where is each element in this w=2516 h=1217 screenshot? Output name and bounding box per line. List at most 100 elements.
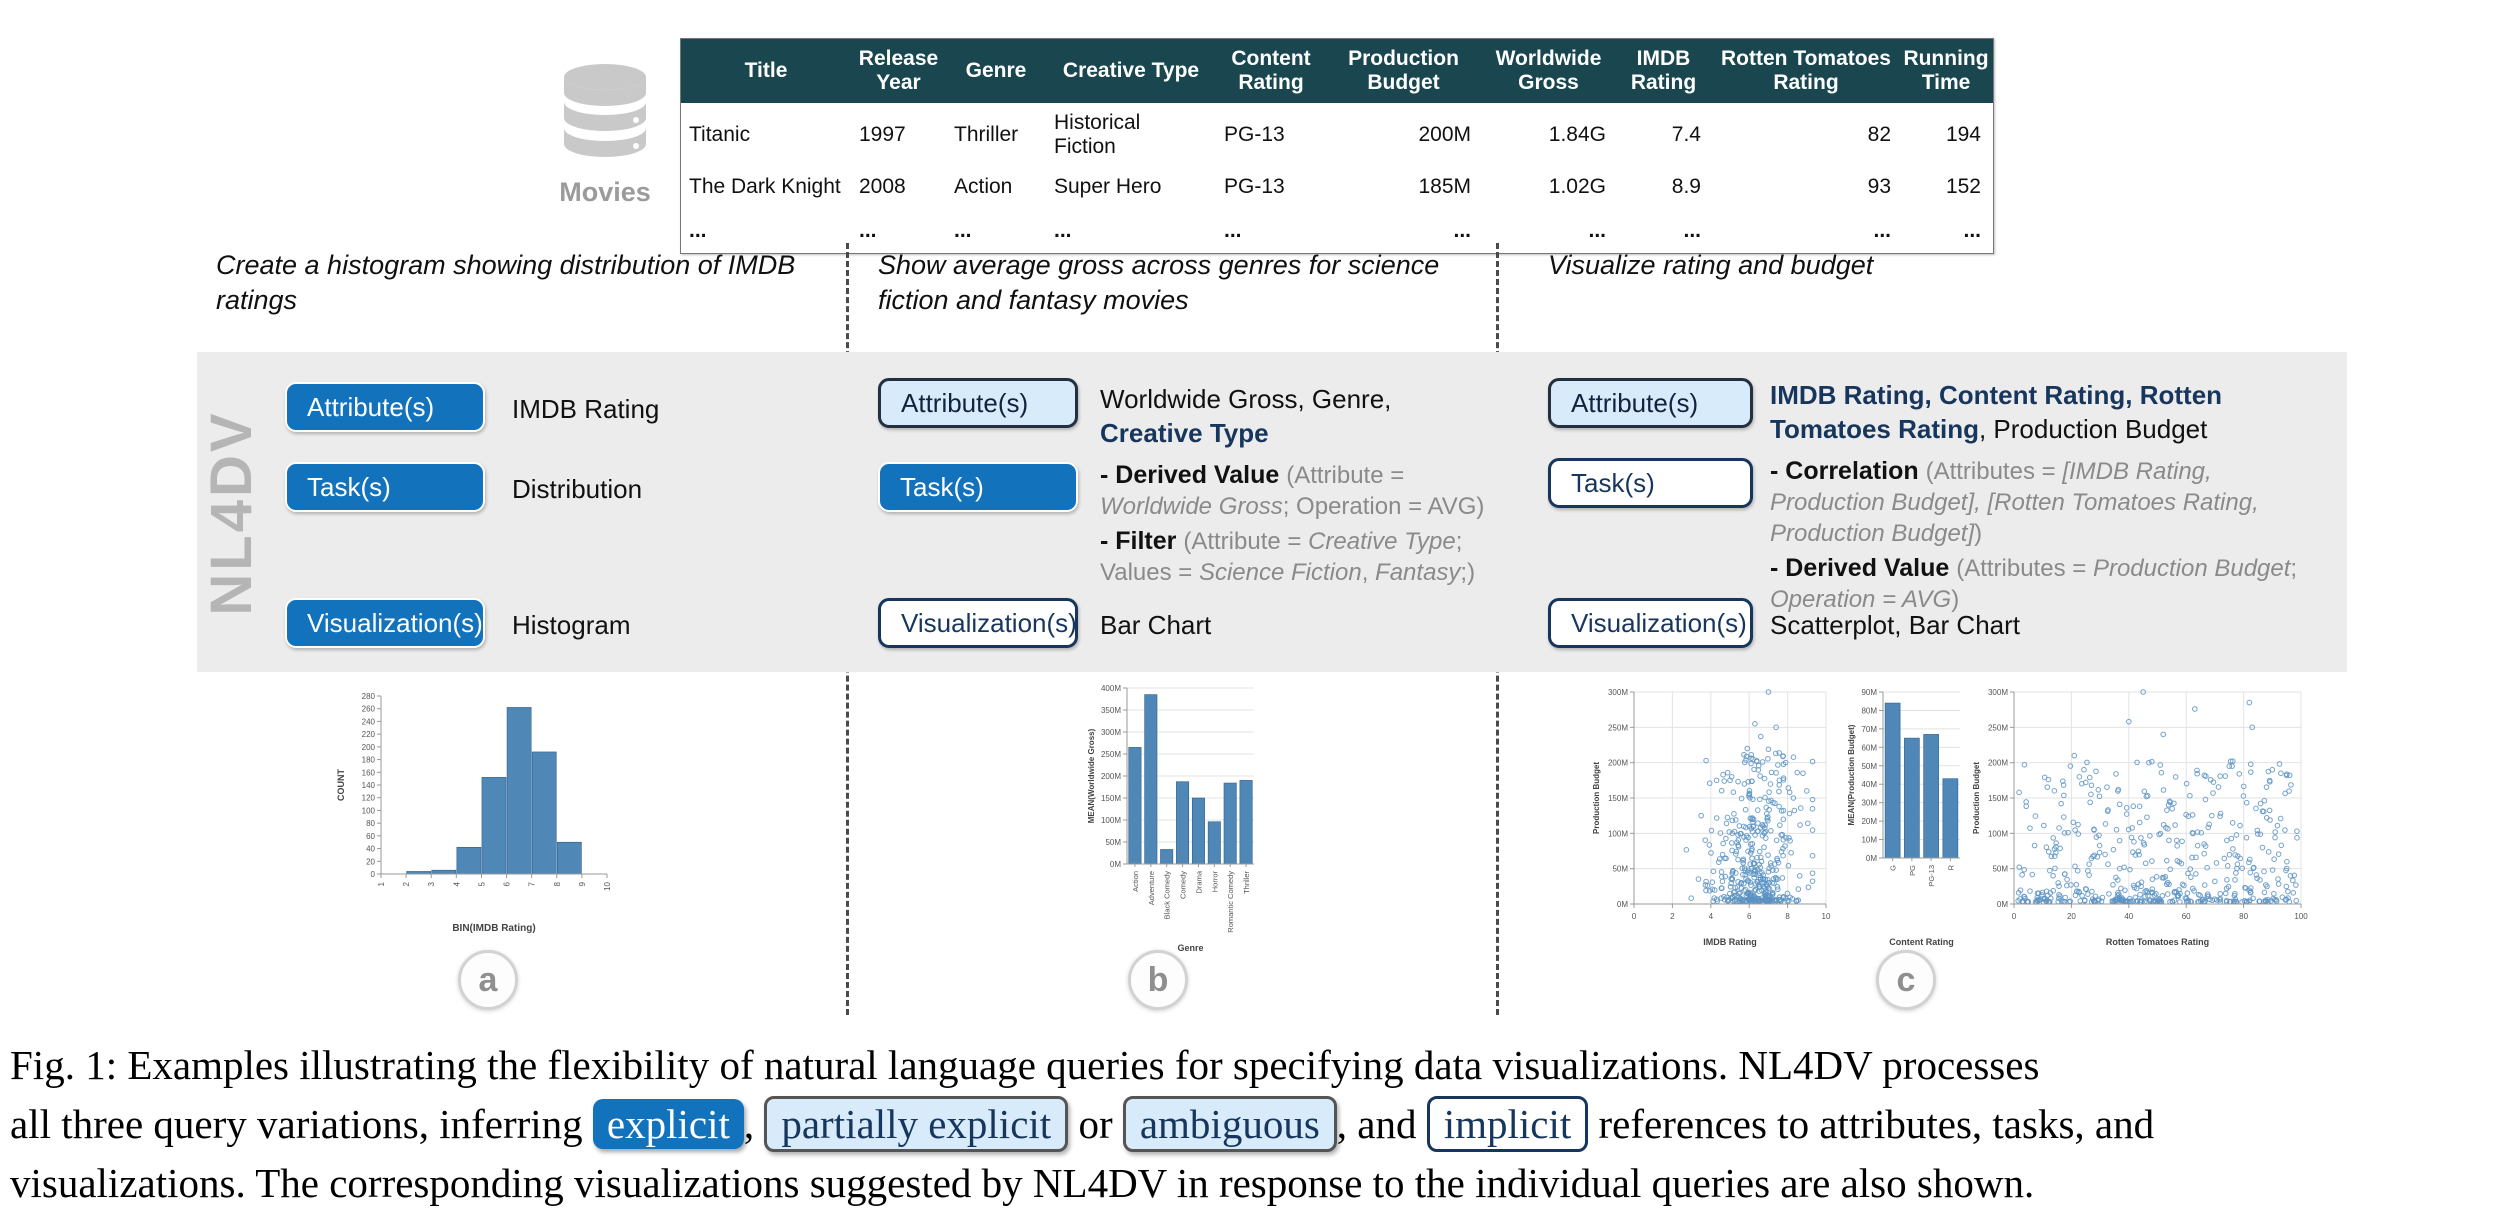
table-header-cell: Release Year [858,47,939,94]
text-part: Fig. 1: Examples illustrating the flexib… [10,1042,2040,1088]
table-cell: ... [1963,219,1981,242]
text-part: ;) [1460,559,1476,586]
tasks-value-a: Distribution [512,472,842,506]
svg-text:300M: 300M [1988,688,2008,697]
attributes-box-b-label: Attribute(s) [901,387,1029,418]
table-header-cell: Genre [965,59,1027,82]
text-part: (Attribute = [1286,462,1405,489]
svg-text:6: 6 [1747,912,1752,921]
svg-text:60: 60 [366,832,375,841]
tasks-box-b: Task(s) [878,462,1078,512]
database-name: Movies [559,177,651,207]
text-part: or [1068,1101,1123,1147]
bar-chart-mean-budget-by-content-rating: 0M 10M 20M 30M 40M 50M 60M 70M 80M 90M G PG PG-13 R Co… [1843,678,1968,955]
table-cell: ... [1873,219,1891,242]
svg-text:80M: 80M [1861,706,1877,715]
scatterplot-rt-vs-budget: 0M 50M 100M 150M 200M 250M 300M 0 20 40 60 80 100 Rot… [1968,678,2313,955]
task-line: - Correlation (Attributes = [IMDB Rating… [1770,456,2330,549]
table-header-cell: Content Rating [1231,47,1311,94]
svg-text:Horror: Horror [1210,871,1219,893]
svg-text:BIN(IMDB Rating): BIN(IMDB Rating) [452,923,535,934]
attributes-value-a: IMDB Rating [512,392,842,426]
svg-text:20: 20 [2067,912,2076,921]
text-part: Production Budget [2092,555,2291,582]
svg-text:2: 2 [1670,912,1675,921]
text-part: [IMDB Rating, Production Budget], [Rotte… [1770,458,2259,547]
text-part: , Production Budget [1978,414,2208,444]
table-cell: Thriller [954,123,1019,146]
text-part: all three query variations, inferring [10,1101,593,1147]
table-cell: 82 [1867,123,1891,146]
visualizations-value-b: Bar Chart [1100,608,1430,642]
table-header-cell: Production Budget [1348,47,1459,94]
svg-text:8: 8 [1785,912,1790,921]
svg-text:3: 3 [427,881,436,886]
svg-text:4: 4 [1709,912,1714,921]
text-part: - Correlation [1770,457,1926,485]
svg-text:0M: 0M [1110,860,1121,869]
text-part: Histogram [512,610,631,640]
text-part: IMDB Rating, Content Rating, Rotten Toma… [1770,380,2223,444]
svg-text:150M: 150M [1101,794,1121,803]
svg-text:100M: 100M [1101,816,1121,825]
visualizations-value-a: Histogram [512,608,842,642]
svg-text:0M: 0M [1997,900,2008,909]
svg-text:50M: 50M [1612,865,1628,874]
svg-text:30M: 30M [1861,799,1877,808]
text-part: (Attribute = [1183,528,1309,555]
svg-text:100M: 100M [1988,829,2008,838]
attributes-box-c-label: Attribute(s) [1571,387,1699,418]
visualizations-box-a: Visualization(s) [285,598,485,648]
text-part: ; Values = [1100,528,1463,586]
svg-text:250M: 250M [1101,750,1121,759]
text-part: - Filter [1100,527,1184,555]
table-row: The Dark Knight 2008 Action Super Hero PG-13… [681,167,1993,207]
table-cell: PG-13 [1224,123,1285,146]
svg-text:Comedy: Comedy [1179,871,1188,899]
badge-c: c [1876,950,1936,1010]
database-icon [564,64,646,157]
text-part: ; Operation = AVG) [1282,493,1485,520]
table-header-cell: Worldwide Gross [1495,47,1602,94]
caption-line-2: all three query variations, inferring ex… [10,1095,2508,1154]
text-part: (Attributes = [1956,555,2093,582]
table-cell: The Dark Knight [689,175,841,198]
nl4dv-panel [197,352,2347,672]
text-part: Operation = AVG [1770,586,1952,613]
table-cell: ... [1453,219,1471,242]
svg-text:100M: 100M [1608,829,1628,838]
table-cell: 1997 [859,123,906,146]
svg-text:8: 8 [553,881,562,886]
svg-text:40M: 40M [1861,780,1877,789]
table-cell: 1.02G [1548,175,1606,198]
svg-text:10: 10 [1822,912,1831,921]
svg-text:COUNT: COUNT [336,769,346,801]
svg-text:20M: 20M [1861,817,1877,826]
table-cell: ... [1588,219,1606,242]
text-part: , and [1336,1101,1427,1147]
visualizations-box-a-label: Visualization(s) [307,607,483,638]
svg-text:9: 9 [578,881,587,886]
svg-text:350M: 350M [1101,706,1121,715]
histogram-imdb-rating: 0 20 40 60 80 100 120 140 160 180 200 220 240 260 280 1… [333,686,623,941]
svg-text:10: 10 [603,881,612,890]
tasks-value-c: - Correlation (Attributes = [IMDB Rating… [1770,456,2330,619]
table-cell: 93 [1867,175,1891,198]
svg-text:120: 120 [362,794,376,803]
table-header-cell: Creative Type [1062,59,1200,82]
table-cell: ... [1054,219,1072,242]
tasks-box-b-label: Task(s) [900,471,984,502]
attributes-box-a: Attribute(s) [285,382,485,432]
table-cell: ... [1683,219,1701,242]
svg-text:80: 80 [2239,912,2248,921]
task-line: - Filter (Attribute = Creative Type; Val… [1100,526,1520,588]
svg-text:Content Rating: Content Rating [1889,937,1954,947]
svg-text:200: 200 [362,743,376,752]
text-part: , [743,1101,765,1147]
svg-text:7: 7 [528,881,537,886]
text-part: IMDB Rating [512,394,660,424]
visualizations-box-c-label: Visualization(s) [1571,607,1747,638]
svg-text:300M: 300M [1608,688,1628,697]
svg-text:50M: 50M [1105,838,1121,847]
svg-text:2: 2 [402,881,411,886]
